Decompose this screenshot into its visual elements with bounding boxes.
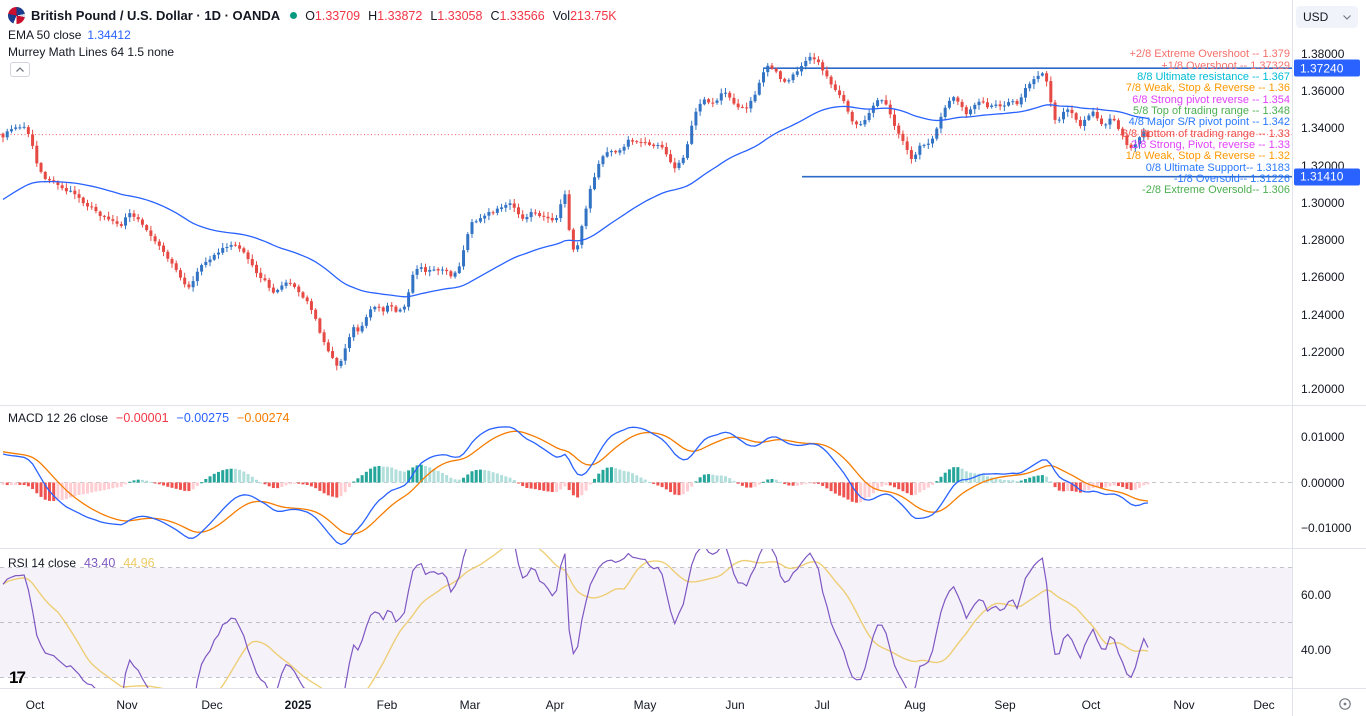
month-label[interactable]: Nov [1173,698,1195,712]
price-tick: 1.26000 [1301,270,1345,285]
ohlc-values: O1.33709 H1.33872 L1.33058 C1.33566 Vol213.7… [305,9,616,23]
macd-values-item: −0.00001 [116,411,169,425]
collapse-indicators-button[interactable] [10,62,30,77]
murrey-line-label: 1/8 Weak, Stop & Reverse -- 1.32 [1125,150,1290,163]
ema-value: 1.34412 [87,28,131,42]
murrey-label: Murrey Math Lines 64 1.5 none [8,45,175,59]
month-label[interactable]: Dec [1253,698,1275,712]
murrey-line-label: +2/8 Extreme Overshoot -- 1.379 [1129,48,1291,61]
murrey-line-label: 5/8 Top of trading range -- 1.348 [1133,104,1290,117]
rsi-values-item: 43.40 [84,556,116,570]
month-label[interactable]: Mar [459,698,481,712]
month-label[interactable]: May [633,698,657,712]
rsi-values: 43.40 44.96 [84,556,155,570]
price-tick: 1.36000 [1301,84,1345,99]
murrey-line-label: 2/8 Strong, Pivot, reverse -- 1.33 [1131,139,1290,151]
month-label[interactable]: Apr [545,698,565,712]
month-label[interactable]: Dec [201,698,223,712]
price-level-badge[interactable]: 1.37240 [1294,59,1360,77]
ema-legend[interactable]: EMA 50 close 1.34412 [8,28,131,42]
ohlc-l: L1.33058 [430,8,483,23]
price-axis-separator [1292,0,1293,716]
month-label[interactable]: Jun [725,698,745,712]
timezone-settings-icon[interactable] [1338,697,1352,716]
macd-values: −0.00001 −0.00275 −0.00274 [116,411,289,425]
month-label[interactable]: Jul [814,698,830,712]
murrey-line-label: 6/8 Strong pivot reverse -- 1.354 [1132,93,1290,106]
murrey-line-label: 8/8 Ultimate resistance -- 1.367 [1137,70,1290,83]
price-tick: 1.38000 [1301,47,1345,61]
month-label[interactable]: Aug [904,698,926,712]
macd-label: MACD 12 26 close [8,411,109,425]
ohlc-o: O1.33709 [305,8,361,23]
price-tick: 1.24000 [1301,307,1345,322]
ohlc-h: H1.33872 [368,8,423,23]
month-label[interactable]: Feb [376,698,398,712]
price-tick: 1.22000 [1301,344,1345,359]
murrey-legend[interactable]: Murrey Math Lines 64 1.5 none [8,45,174,59]
murrey-line-label: 0/8 Ultimate Support-- 1.3183 [1145,161,1290,174]
murrey-line-label: -2/8 Extreme Oversold-- 1.306 [1142,184,1290,197]
month-label[interactable]: Nov [116,698,138,712]
symbol-title[interactable]: British Pound / U.S. Dollar · 1D · OANDA [31,8,281,23]
currency-dropdown[interactable]: USD [1296,6,1358,28]
macd-legend[interactable]: MACD 12 26 close −0.00001 −0.00275 −0.0027… [8,411,290,425]
rsi-legend[interactable]: RSI 14 close 43.40 44.96 [8,556,155,570]
macd-tick: 0.00000 [1301,475,1345,490]
month-label[interactable]: Sep [994,698,1016,712]
murrey-line-label: 7/8 Weak, Stop & Reverse -- 1.36 [1125,82,1290,95]
macd-tick: −0.01000 [1301,520,1352,535]
chevron-up-icon [16,67,24,72]
currency-value: USD [1303,10,1329,24]
ema-label: EMA 50 close [8,28,82,42]
price-tick: 1.34000 [1301,121,1345,136]
month-label[interactable]: Oct [25,698,45,712]
murrey-line-label: -1/8 Oversold-- 1.31226 [1173,173,1290,186]
murrey-line-label: 4/8 Major S/R pivot point -- 1.342 [1128,116,1290,129]
rsi-tick: 60.00 [1301,588,1332,602]
symbol-header[interactable]: British Pound / U.S. Dollar · 1D · OANDA… [8,7,617,24]
macd-tick: 0.01000 [1301,430,1345,445]
price-tick: 1.20000 [1301,381,1345,396]
month-label[interactable]: Oct [1081,698,1101,712]
rsi-values-item: 44.96 [123,556,155,570]
murrey-line-label: +1/8 Overshoot -- 1.37329 [1161,59,1290,72]
price-tick: 1.30000 [1301,195,1345,210]
ohlc-c: C1.33566 [490,8,545,23]
price-tick: 1.28000 [1301,233,1345,248]
price-level-badge[interactable]: 1.31410 [1294,168,1360,186]
murrey-line-label: 3/8 Bottom of trading range -- 1.33 [1121,127,1290,140]
macd-values-item: −0.00274 [237,411,290,425]
tradingview-logo[interactable]: 17 [9,668,26,687]
market-open-dot [290,12,298,19]
rsi-tick: 40.00 [1301,643,1332,657]
macd-values-item: −0.00275 [176,411,230,425]
ohlc-vol: Vol213.75K [552,8,617,23]
rsi-label: RSI 14 close [8,556,77,570]
chevron-down-icon [1343,14,1351,20]
year-label[interactable]: 2025 [284,698,312,712]
gbpusd-pair-icon [8,7,25,24]
